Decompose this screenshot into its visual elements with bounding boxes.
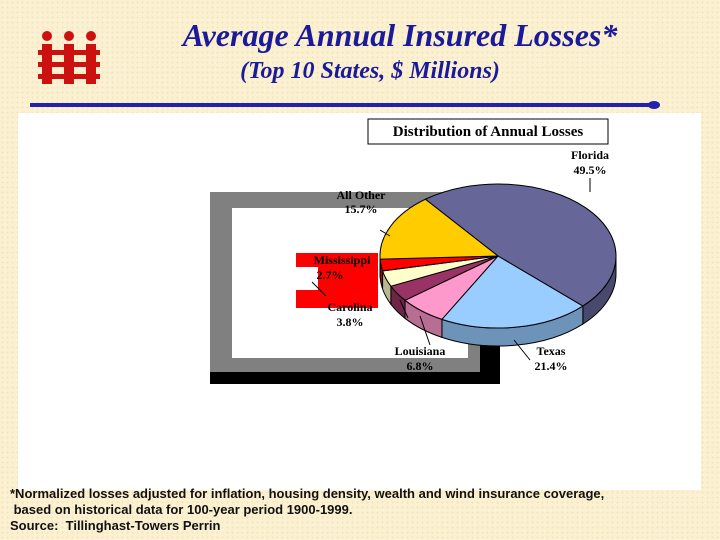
title-rule [30, 101, 660, 109]
leader-line-1 [513, 339, 531, 361]
mississippi-label-box [296, 253, 378, 308]
iii-logo [38, 31, 100, 84]
leader-line-2 [419, 315, 431, 346]
leader-lines [311, 178, 591, 361]
slice-pct-carolina: 3.8% [337, 315, 364, 329]
pie-slice-all-other-6 [379, 198, 500, 260]
slice-label-all-other: All Other [337, 188, 387, 202]
footnote: *Normalized losses adjusted for inflatio… [10, 486, 710, 534]
footnote-line-2: based on historical data for 100-year pe… [10, 502, 353, 517]
slice-pct-mississippi: 2.7% [317, 268, 344, 282]
slice-label-louisiana: Louisiana [395, 344, 446, 358]
leader-line-3 [399, 299, 409, 319]
pie-slice-florida-0 [424, 183, 617, 307]
page-title: Average Annual Insured Losses* [182, 17, 618, 53]
slice-label-carolina: Carolina [327, 300, 372, 314]
chart-title: Distribution of Annual Losses [393, 124, 584, 140]
slice-label-mississippi: Mississippi [314, 253, 371, 267]
slice-label-florida: Florida [571, 148, 609, 162]
pie-slice-texas-1 [441, 255, 584, 329]
pie-slices [379, 183, 617, 329]
leader-line-5 [379, 229, 391, 237]
footnote-line-1: *Normalized losses adjusted for inflatio… [10, 486, 605, 501]
slice-pct-florida: 49.5% [574, 163, 607, 177]
footnote-source: Source: Tillinghast-Towers Perrin [10, 518, 221, 533]
chart-title-box [367, 118, 609, 145]
page-subtitle: (Top 10 States, $ Millions) [240, 58, 500, 84]
slice-pct-louisiana: 6.8% [407, 359, 434, 373]
slice-pct-all-other: 15.7% [345, 202, 378, 216]
pie-depth [379, 255, 617, 347]
slice-label-texas: Texas [537, 344, 566, 358]
leader-line-4 [311, 281, 327, 297]
slice-pct-texas: 21.4% [535, 359, 568, 373]
